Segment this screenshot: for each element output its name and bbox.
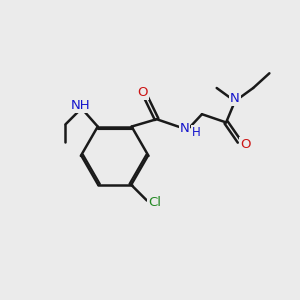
Text: N: N xyxy=(230,92,240,105)
Text: N: N xyxy=(179,122,189,135)
Text: Cl: Cl xyxy=(148,196,161,209)
Text: H: H xyxy=(192,126,201,139)
Text: O: O xyxy=(240,138,250,151)
Text: O: O xyxy=(137,85,148,99)
Text: NH: NH xyxy=(70,100,90,112)
